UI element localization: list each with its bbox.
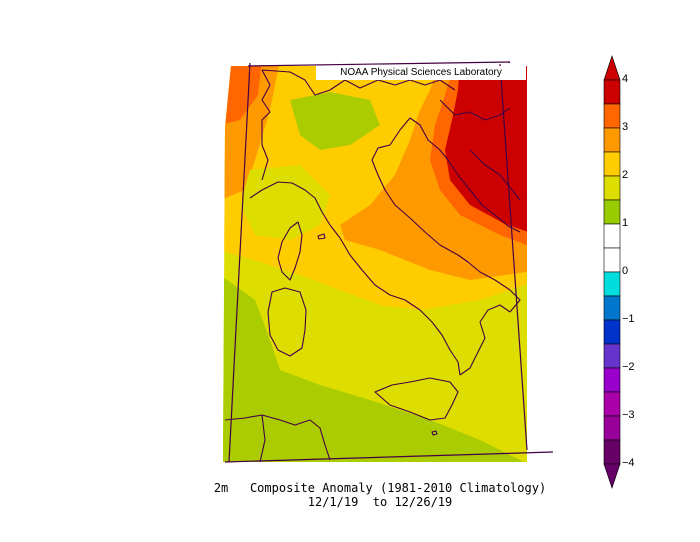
adriatic-coast-it [371, 129, 459, 256]
sardinia [267, 287, 307, 357]
balkan-border [439, 99, 511, 121]
field-green-n [290, 92, 380, 150]
field-dark-orange-nw [223, 66, 262, 125]
colorbar-tick-label: −1 [622, 313, 635, 325]
tyrrhenian-coast [339, 237, 461, 376]
colorbar-tick-label: 2 [622, 169, 629, 181]
colorbar-tick-label: −4 [622, 457, 635, 469]
frame-left [228, 62, 251, 463]
colorbar-arrow-top [603, 55, 621, 81]
swiss-border [261, 69, 271, 181]
colorbar [603, 55, 621, 489]
colorbar-arrow-bottom [603, 463, 621, 489]
anomaly-field [223, 66, 527, 462]
frame-right [499, 63, 528, 451]
colorbar-tick-label: 4 [622, 73, 629, 85]
colorbar-tick-label: 1 [622, 217, 629, 229]
malta [431, 430, 438, 436]
colorbar--3.5--4 [603, 439, 621, 465]
elba [317, 233, 326, 240]
caption-variable: 2m [213, 481, 229, 495]
frame-bottom [224, 451, 554, 463]
map-frame [224, 61, 554, 463]
colorbar--2--2.5 [603, 367, 621, 393]
colorbar-2-1.5 [603, 175, 621, 201]
colorbar-0--0.5 [603, 271, 621, 297]
field-yellowgreen-c [240, 165, 330, 240]
frame-top [247, 61, 511, 67]
colorbar--0.5--1 [603, 295, 621, 321]
apulia-coast [457, 254, 521, 313]
colorbar--1.5--2 [603, 343, 621, 369]
colorbar-0.5-0 [603, 247, 621, 273]
colorbar-4-3.5 [603, 79, 621, 105]
tunisia-border [259, 414, 266, 463]
caption-dates: 12/1/19 to 12/26/19 [307, 495, 453, 509]
colorbar--2.5--3 [603, 391, 621, 417]
dalmatian-coast [447, 159, 521, 233]
ligurian-coast [249, 181, 341, 239]
caption-title: 2m Composite Anomaly (1981-2010 Climatol… [200, 481, 560, 495]
alpine-border [261, 69, 456, 96]
colorbar-2.5-2 [603, 151, 621, 177]
calabria [459, 304, 511, 376]
sicily [374, 377, 459, 421]
credit-label: NOAA Physical Sciences Laboratory [316, 66, 526, 80]
field-green-sw [223, 275, 527, 462]
corsica [277, 221, 303, 281]
caption-title-text: Composite Anomaly (1981-2010 Climatology… [249, 481, 547, 495]
colorbar--3--3.5 [603, 415, 621, 441]
colorbar-1-0.5 [603, 223, 621, 249]
istria [399, 117, 449, 161]
field-red [445, 66, 527, 236]
colorbar-tick-label: 0 [622, 265, 629, 277]
bosnia-border [469, 149, 521, 201]
colorbar-tick-label: −3 [622, 409, 635, 421]
colorbar--1--1.5 [603, 319, 621, 345]
north-africa-coast [224, 414, 331, 461]
colorbar-tick-label: 3 [622, 121, 629, 133]
colorbar-3.5-3 [603, 103, 621, 129]
colorbar-tick-label: −2 [622, 361, 635, 373]
coastlines [224, 69, 521, 463]
colorbar-3-2.5 [603, 127, 621, 153]
colorbar-1.5-1 [603, 199, 621, 225]
